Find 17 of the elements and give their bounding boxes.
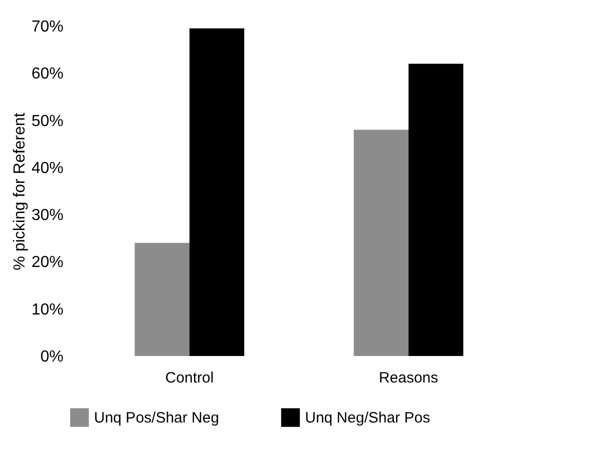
- x-tick-label: Reasons: [378, 370, 438, 386]
- y-axis-title: % picking for Referent: [11, 112, 28, 270]
- y-tick-label: 70%: [31, 18, 64, 36]
- x-tick-label: Control: [165, 370, 214, 386]
- bar: [408, 64, 464, 356]
- y-tick-label: 10%: [31, 301, 64, 318]
- y-tick-label: 60%: [31, 66, 64, 83]
- bar: [354, 130, 409, 356]
- y-tick-label: 40%: [31, 160, 64, 177]
- y-tick-label: 0%: [40, 348, 64, 366]
- legend-label: Unq Neg/Shar Pos: [305, 410, 430, 427]
- legend-label: Unq Pos/Shar Neg: [94, 410, 220, 427]
- y-tick-label: 20%: [31, 254, 64, 272]
- y-tick-label: 30%: [31, 207, 64, 224]
- bar: [189, 28, 244, 356]
- bar: [134, 242, 190, 356]
- y-tick-label: 50%: [31, 112, 64, 130]
